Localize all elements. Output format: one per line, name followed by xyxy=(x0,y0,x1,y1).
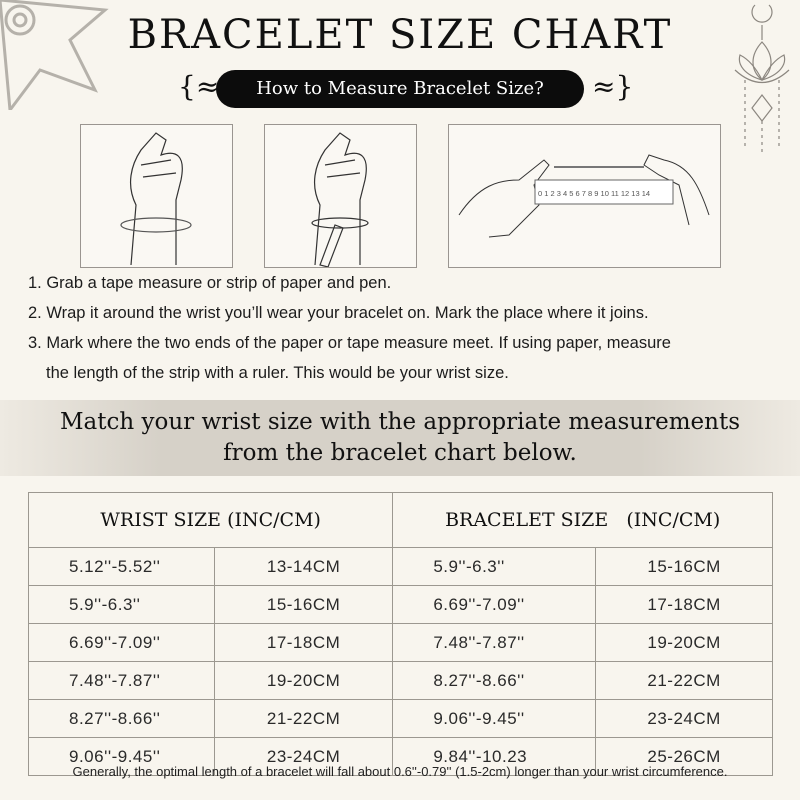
bracelet-inches-cell: 7.48''-7.87'' xyxy=(392,623,597,662)
hands-ruler-icon: 0 1 2 3 4 5 6 7 8 9 10 11 12 13 14 xyxy=(458,154,710,238)
bracelet-size-header: BRACELET SIZE (INC/CM) xyxy=(392,492,773,548)
bracelet-cm-cell: 19-20CM xyxy=(595,623,773,662)
table-row: 8.27''-8.66'' 21-22CM 9.06''-9.45'' 23-24CM xyxy=(28,699,773,738)
left-flourish-icon: {≈ xyxy=(178,70,220,103)
bracelet-cm-cell: 21-22CM xyxy=(595,661,773,700)
bracelet-cm-cell: 25-26CM xyxy=(595,737,773,776)
instruction-step-3-continued: the length of the strip with a ruler. Th… xyxy=(46,364,509,382)
table-row: 9.06''-9.45'' 23-24CM 9.84''-10.23 25-26CM xyxy=(28,737,773,776)
table-header-row: WRIST SIZE (INC/CM) BRACELET SIZE (INC/C… xyxy=(27,492,773,548)
bracelet-cm-cell: 17-18CM xyxy=(595,585,773,624)
wrist-inches-cell: 6.69''-7.09'' xyxy=(28,623,215,662)
mandala-decoration-icon xyxy=(0,0,109,110)
wrist-cm-cell: 21-22CM xyxy=(213,699,394,738)
bracelet-cm-cell: 23-24CM xyxy=(595,699,773,738)
lotus-decoration-icon xyxy=(734,4,790,155)
bracelet-cm-cell: 15-16CM xyxy=(595,547,773,586)
bracelet-inches-cell: 6.69''-7.09'' xyxy=(392,585,597,624)
banner-line-1: Match your wrist size with the appropria… xyxy=(59,409,741,435)
wrist-cm-cell: 17-18CM xyxy=(213,623,394,662)
bracelet-inches-cell: 5.9''-6.3'' xyxy=(392,547,597,586)
bracelet-inches-cell: 8.27''-8.66'' xyxy=(392,661,597,700)
table-row: 5.9''-6.3'' 15-16CM 6.69''-7.09'' 17-18CM xyxy=(28,585,773,624)
hand-wrap-icon xyxy=(120,132,192,266)
bracelet-inches-cell: 9.84''-10.23 xyxy=(392,737,597,776)
hand-pen-icon xyxy=(311,132,369,268)
right-flourish-icon: ≈} xyxy=(592,70,634,103)
table-row: 5.12''-5.52'' 13-14CM 5.9''-6.3'' 15-16CM xyxy=(28,547,773,586)
wrist-inches-cell: 5.9''-6.3'' xyxy=(28,585,215,624)
instruction-step-1: 1. Grab a tape measure or strip of paper… xyxy=(28,274,392,292)
wrist-inches-cell: 8.27''-8.66'' xyxy=(28,699,215,738)
instruction-step-2: 2. Wrap it around the wrist you’ll wear … xyxy=(28,304,649,322)
wrist-inches-cell: 7.48''-7.87'' xyxy=(28,661,215,700)
match-banner: Match your wrist size with the appropria… xyxy=(0,400,800,476)
wrist-inches-cell: 9.06''-9.45'' xyxy=(28,737,215,776)
table-row: 7.48''-7.87'' 19-20CM 8.27''-8.66'' 21-22CM xyxy=(28,661,773,700)
wrist-cm-cell: 15-16CM xyxy=(213,585,394,624)
ruler-scale: 0 1 2 3 4 5 6 7 8 9 10 11 12 13 14 xyxy=(538,189,650,198)
instruction-step-3: 3. Mark where the two ends of the paper … xyxy=(28,334,671,352)
banner-line-2: from the bracelet chart below. xyxy=(223,440,577,466)
wrist-size-header: WRIST SIZE (INC/CM) xyxy=(27,492,394,548)
table-row: 6.69''-7.09'' 17-18CM 7.48''-7.87'' 19-20CM xyxy=(28,623,773,662)
ruler-illustration: 0 1 2 3 4 5 6 7 8 9 10 11 12 13 14 xyxy=(448,124,721,268)
wrist-cm-cell: 13-14CM xyxy=(213,547,394,586)
bracelet-inches-cell: 9.06''-9.45'' xyxy=(392,699,597,738)
wrist-inches-cell: 5.12''-5.52'' xyxy=(28,547,215,586)
wrap-tape-illustration xyxy=(80,124,233,268)
subtitle-badge: How to Measure Bracelet Size? xyxy=(216,70,584,108)
wrist-cm-cell: 19-20CM xyxy=(213,661,394,700)
size-table: WRIST SIZE (INC/CM) BRACELET SIZE (INC/C… xyxy=(27,492,773,776)
mark-pen-illustration xyxy=(264,124,417,268)
footer-note: Generally, the optimal length of a brace… xyxy=(72,764,728,779)
page-title: BRACELET SIZE CHART xyxy=(127,12,673,58)
